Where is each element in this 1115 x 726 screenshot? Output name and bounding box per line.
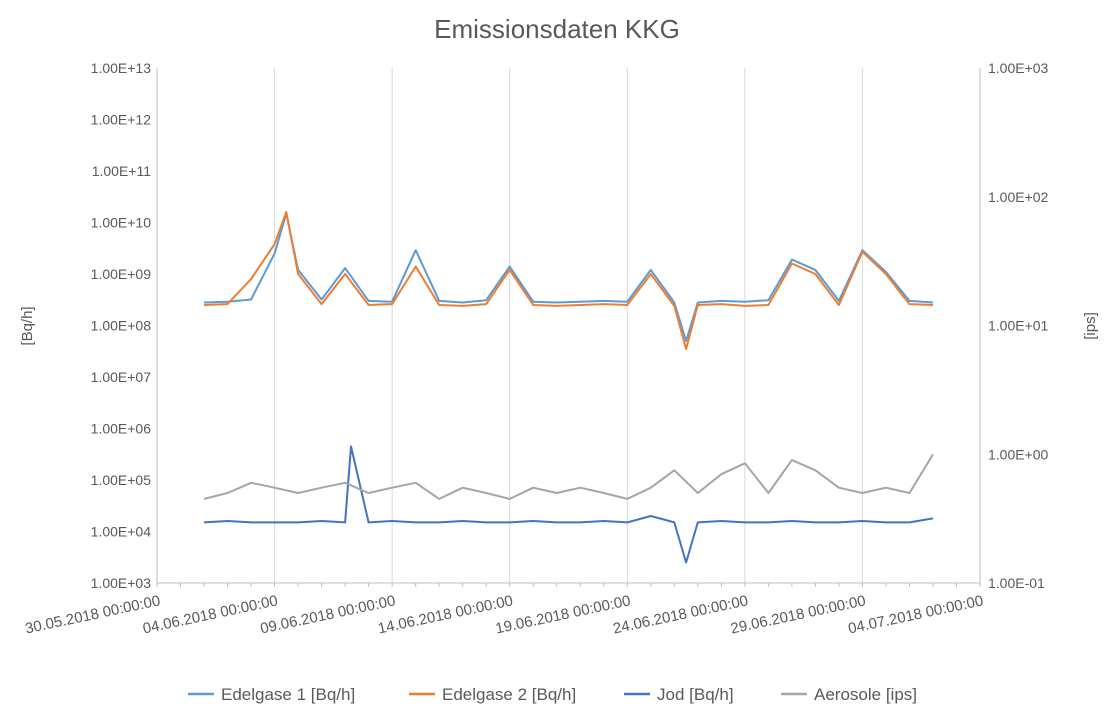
- y2-axis-title: [ips]: [1082, 312, 1099, 340]
- x-tick-label: 19.06.2018 00:00:00: [494, 592, 632, 637]
- x-tick-label: 04.06.2018 00:00:00: [141, 592, 279, 637]
- y-tick-label: 1.00E+05: [91, 472, 152, 488]
- y-tick-label: 1.00E+04: [91, 524, 152, 540]
- series-layer: [203, 211, 934, 564]
- series-line-2: [203, 211, 934, 350]
- y2-tick-label: 1.00E-01: [988, 575, 1045, 591]
- legend-entry: Edelgase 1 [Bq/h]: [221, 685, 355, 704]
- legend: Edelgase 1 [Bq/h] Edelgase 2 [Bq/h] Jod [B…: [188, 685, 917, 704]
- x-tick-label: 24.06.2018 00:00:00: [612, 592, 750, 637]
- y-tick-label: 1.00E+10: [91, 215, 152, 231]
- y2-tick-label: 1.00E+01: [988, 318, 1049, 334]
- y2-tick-label: 1.00E+02: [988, 189, 1049, 205]
- y-tick-label: 1.00E+03: [91, 575, 152, 591]
- legend-entry: Jod [Bq/h]: [657, 685, 734, 704]
- y-axis-title: [Bq/h]: [19, 306, 36, 345]
- y-tick-label: 1.00E+13: [91, 60, 152, 76]
- y2-tick-label: 1.00E+03: [988, 60, 1049, 76]
- y-tick-label: 1.00E+06: [91, 421, 152, 437]
- y2-tick-label: 1.00E+00: [988, 446, 1049, 462]
- legend-entry: Aerosole [ips]: [814, 685, 917, 704]
- x-tick-label: 14.06.2018 00:00:00: [376, 592, 514, 637]
- series-line-3: [203, 445, 934, 564]
- series-line-1: [203, 212, 934, 342]
- grid-layer: [156, 68, 981, 583]
- y-tick-label: 1.00E+09: [91, 266, 152, 282]
- x-tick-label: 09.06.2018 00:00:00: [259, 592, 397, 637]
- y-tick-label: 1.00E+12: [91, 112, 152, 128]
- x-tick-label: 04.07.2018 00:00:00: [847, 592, 985, 637]
- y-tick-label: 1.00E+08: [91, 318, 152, 334]
- y-tick-label: 1.00E+07: [91, 369, 152, 385]
- y-tick-label: 1.00E+11: [92, 163, 152, 179]
- legend-entry: Edelgase 2 [Bq/h]: [442, 685, 576, 704]
- series-line-4: [203, 453, 934, 500]
- x-tick-label: 30.05.2018 00:00:00: [24, 592, 162, 637]
- chart-title: Emissionsdaten KKG: [434, 14, 680, 44]
- x-tick-label: 29.06.2018 00:00:00: [729, 592, 867, 637]
